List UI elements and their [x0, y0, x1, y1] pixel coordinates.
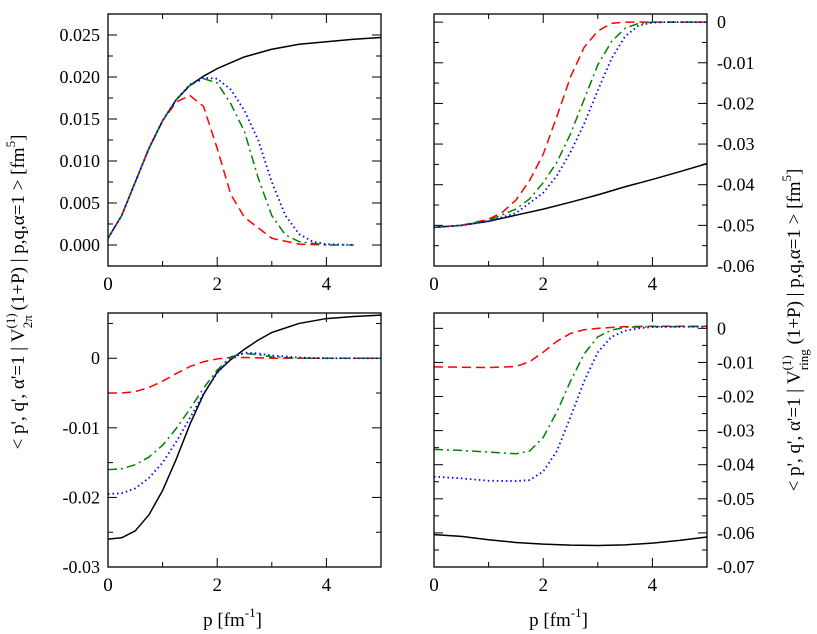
- series-red: [434, 325, 707, 369]
- series-green: [108, 352, 381, 471]
- panel-bottom-left: 0 2 4 0 -0.01 -0.02 -0.03 p [fm-1]: [63, 312, 382, 631]
- x-tick-label: 2: [212, 274, 222, 295]
- x-tick-label: 2: [538, 274, 548, 295]
- x-tick-label: 4: [648, 575, 658, 596]
- y-tick-label: -0.01: [717, 352, 755, 372]
- y-tick-label: -0.06: [717, 523, 755, 543]
- x-tick-label: 4: [648, 274, 658, 295]
- plot-frame: [107, 13, 382, 267]
- y-tick-label: 0: [717, 12, 726, 32]
- y-axis-label-left: < p', q', α'=1 | V(1) 2π (1+P) | p,q,α=1 …: [3, 135, 35, 450]
- series-group: [108, 314, 381, 540]
- series-red: [108, 94, 327, 246]
- y-tick-label: -0.06: [717, 256, 755, 276]
- y-tick-label: 0.000: [60, 235, 101, 255]
- series-green: [434, 21, 707, 229]
- y-tick-label: -0.04: [717, 455, 755, 475]
- y-tick-label: -0.04: [717, 175, 755, 195]
- plot-frame: [433, 312, 708, 568]
- y-tick-label: -0.05: [717, 215, 755, 235]
- y-tick-label: -0.07: [717, 557, 755, 577]
- x-tick-label: 2: [538, 575, 548, 596]
- series-blue: [434, 21, 707, 229]
- y-tick-label: 0.020: [60, 67, 101, 87]
- y-tick-label: -0.02: [717, 387, 755, 407]
- x-tick-label: 0: [103, 274, 113, 295]
- x-tick-label: 0: [103, 575, 113, 596]
- y-tick-label: -0.03: [717, 134, 755, 154]
- y-axis-label-right: < p', q', α'=1 | V(1) ring (1+P) | p,q,α=…: [779, 169, 811, 492]
- x-tick-label: 0: [429, 575, 439, 596]
- series-black: [434, 162, 707, 229]
- y-tick-label: -0.05: [717, 489, 755, 509]
- y-tick-label: 0.010: [60, 151, 101, 171]
- panel-top-right: 0 2 4 0 -0.01 -0.02 -0.03 -0.04 -0.05 -0.06: [429, 12, 754, 295]
- series-blue: [434, 325, 707, 482]
- y-tick-label: 0: [717, 318, 726, 338]
- series-blue: [108, 351, 381, 495]
- y-tick-label: -0.02: [63, 487, 101, 507]
- series-group: [108, 36, 381, 246]
- y-tick-label: 0.005: [60, 193, 101, 213]
- x-axis-label: p [fm-1]: [203, 605, 262, 631]
- x-axis-label: p [fm-1]: [529, 605, 588, 631]
- y-tick-label: -0.03: [63, 557, 101, 577]
- x-tick-label: 0: [429, 274, 439, 295]
- y-tick-label: -0.02: [717, 93, 755, 113]
- plot-frame: [107, 312, 382, 568]
- y-tick-label: -0.01: [717, 53, 755, 73]
- series-green: [108, 77, 354, 246]
- series-black: [108, 36, 381, 239]
- series-green: [434, 325, 707, 455]
- series-group: [434, 325, 707, 547]
- series-blue: [108, 76, 354, 246]
- series-black: [434, 533, 707, 547]
- x-tick-label: 4: [322, 274, 332, 295]
- plot-frame: [433, 13, 708, 267]
- x-tick-label: 4: [322, 575, 332, 596]
- y-tick-label: -0.03: [717, 421, 755, 441]
- y-tick-label: 0.015: [60, 109, 101, 129]
- series-red: [108, 356, 381, 394]
- y-tick-label: 0: [91, 348, 100, 368]
- panel-top-left: 0 2 4 0.000 0.005 0.010 0.015 0.020 0.025: [60, 13, 382, 295]
- series-black: [108, 314, 381, 540]
- panel-bottom-right: 0 2 4 0 -0.01 -0.02 -0.03 -0.04 -0.05 -0.06 -0.07 p…: [429, 312, 755, 631]
- series-group: [434, 21, 707, 229]
- y-tick-label: -0.01: [63, 418, 101, 438]
- y-tick-label: 0.025: [60, 25, 101, 45]
- series-red: [434, 21, 707, 229]
- x-tick-label: 2: [212, 575, 222, 596]
